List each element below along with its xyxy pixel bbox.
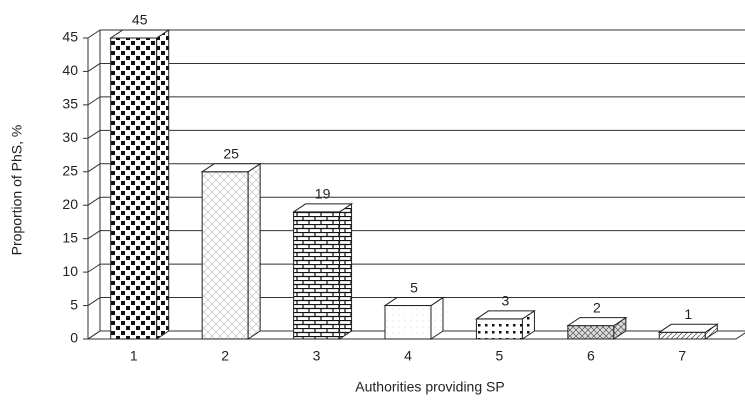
- bar-side: [247, 162, 261, 340]
- y-tick-label: 45: [62, 29, 78, 45]
- x-tick-label: 1: [130, 348, 138, 364]
- y-tick-label: 0: [70, 330, 78, 346]
- x-tick-label: 5: [496, 348, 504, 364]
- bar-top: [291, 203, 354, 213]
- data-label: 1: [684, 306, 692, 322]
- bar: [293, 211, 341, 340]
- grid-diag: [87, 196, 101, 206]
- grid-diag: [87, 330, 101, 340]
- grid-diag: [87, 129, 101, 139]
- grid-diag: [87, 96, 101, 106]
- grid-diag: [87, 163, 101, 173]
- data-label: 19: [315, 186, 331, 202]
- bar: [567, 325, 615, 340]
- bar: [201, 171, 249, 340]
- bar-top: [566, 317, 628, 327]
- data-label: 3: [502, 293, 510, 309]
- x-tick-label: 3: [313, 348, 321, 364]
- bar: [384, 305, 432, 340]
- bar-side: [339, 202, 353, 340]
- bar-side: [156, 29, 170, 340]
- x-tick-label: 6: [587, 348, 595, 364]
- bar: [110, 37, 158, 340]
- data-label: 2: [593, 299, 601, 315]
- grid-diag: [87, 230, 101, 240]
- y-tick-label: 25: [62, 162, 78, 178]
- y-tick-label: 15: [62, 229, 78, 245]
- y-tick-label: 30: [62, 129, 78, 145]
- y-tick-label: 5: [70, 296, 78, 312]
- y-axis-label: Proportion of PhS, %: [9, 125, 25, 256]
- data-label: 25: [223, 145, 239, 161]
- grid-diag: [87, 63, 101, 72]
- bar-top: [109, 29, 171, 39]
- x-tick-label: 7: [678, 348, 686, 364]
- bar: [658, 331, 706, 340]
- bar-top: [383, 297, 445, 307]
- grid-diag: [87, 297, 101, 306]
- data-label: 45: [132, 12, 148, 28]
- y-tick-label: 35: [62, 96, 78, 112]
- y-tick-label: 20: [62, 196, 78, 212]
- y-tick-label: 40: [62, 62, 78, 78]
- x-axis-label: Authorities providing SP: [355, 379, 504, 395]
- y-tick-label: 10: [62, 263, 78, 279]
- bar-top: [200, 163, 262, 173]
- bar-top: [474, 310, 537, 320]
- x-tick-label: 4: [404, 348, 412, 364]
- bar-top: [657, 323, 719, 333]
- grid-diag: [87, 263, 101, 273]
- x-tick-label: 2: [221, 348, 229, 364]
- bar: [475, 318, 523, 340]
- grid-diag: [87, 29, 101, 39]
- data-label: 5: [410, 279, 418, 295]
